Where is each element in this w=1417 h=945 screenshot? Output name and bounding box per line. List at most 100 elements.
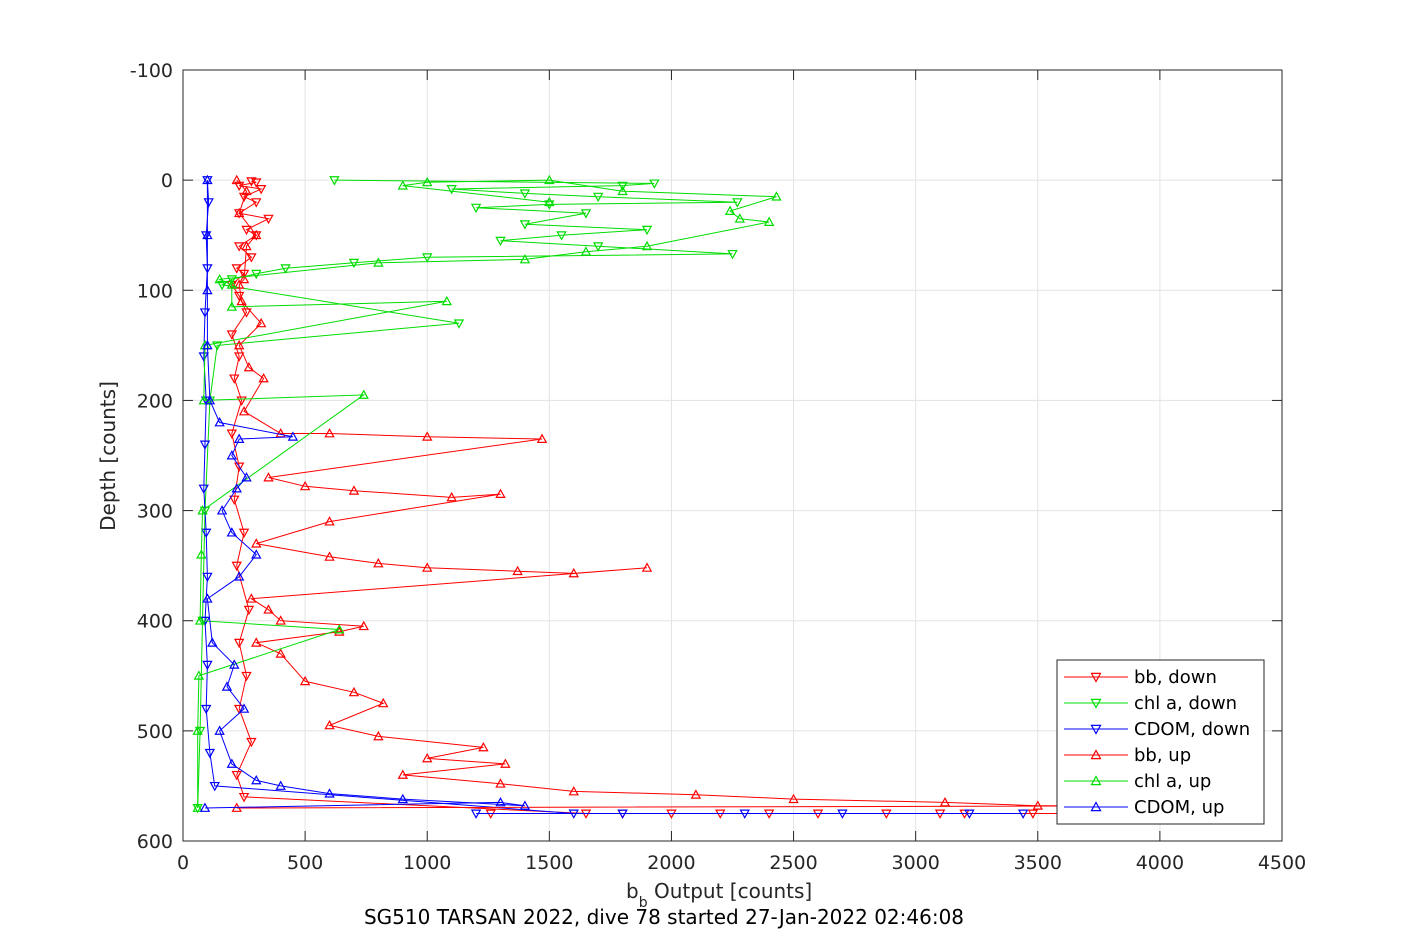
data-point xyxy=(214,273,225,284)
data-point xyxy=(519,220,531,230)
data-point xyxy=(358,389,369,399)
data-point xyxy=(258,372,269,383)
y-tick-label: 100 xyxy=(137,280,173,302)
legend-label: chl a, down xyxy=(1134,693,1237,714)
data-point xyxy=(231,770,242,781)
data-point xyxy=(568,786,579,796)
data-point xyxy=(226,450,238,460)
x-axis-label-main: b xyxy=(626,879,639,903)
data-point xyxy=(238,528,250,539)
data-point xyxy=(241,671,252,682)
series-line xyxy=(204,180,525,809)
data-point xyxy=(203,198,214,208)
legend-item: bb, up xyxy=(1064,745,1191,766)
data-point xyxy=(580,209,592,219)
data-point xyxy=(299,480,311,491)
data-point xyxy=(519,254,531,264)
data-point xyxy=(422,752,433,763)
data-point xyxy=(199,440,211,450)
data-point xyxy=(196,549,207,559)
data-point xyxy=(241,472,252,482)
legend-label: bb, down xyxy=(1134,667,1217,688)
data-point xyxy=(236,295,247,306)
data-point xyxy=(255,184,267,195)
series-line xyxy=(197,179,777,808)
data-point xyxy=(495,236,506,247)
data-point xyxy=(198,484,209,494)
data-point xyxy=(287,431,299,441)
legend: bb, down chl a, down CDOM, down bb, up chl a… xyxy=(1056,659,1265,825)
data-point xyxy=(771,191,782,201)
data-point xyxy=(200,528,212,539)
data-point xyxy=(324,788,335,798)
data-point xyxy=(512,565,523,576)
data-point xyxy=(207,637,218,647)
y-tick-label: 200 xyxy=(137,390,173,412)
data-point xyxy=(495,797,506,807)
data-point xyxy=(441,295,452,306)
data-point xyxy=(231,174,242,185)
y-tick-label: 400 xyxy=(137,611,173,633)
data-point xyxy=(334,626,345,636)
data-point xyxy=(233,638,245,649)
y-tick-label: 300 xyxy=(137,501,173,523)
data-point xyxy=(544,174,555,185)
data-point xyxy=(275,780,286,790)
data-point xyxy=(348,258,360,269)
data-point xyxy=(378,697,389,708)
plot-frame xyxy=(182,69,1283,842)
data-point xyxy=(324,428,335,438)
data-point xyxy=(500,758,511,768)
data-point xyxy=(199,802,211,812)
data-point xyxy=(226,275,238,285)
data-point xyxy=(251,269,262,280)
data-point xyxy=(243,361,255,372)
data-point xyxy=(204,394,216,405)
data-point xyxy=(221,681,233,691)
data-point xyxy=(226,279,238,289)
data-point xyxy=(233,207,245,218)
data-point xyxy=(495,488,506,499)
data-point xyxy=(617,809,628,819)
data-point xyxy=(536,433,548,443)
data-point xyxy=(641,562,653,572)
data-point xyxy=(204,748,216,759)
data-point xyxy=(241,308,252,318)
data-point xyxy=(580,246,592,256)
data-point xyxy=(470,809,482,819)
data-point xyxy=(422,176,433,187)
legend-item: CDOM, up xyxy=(1064,797,1224,818)
data-point xyxy=(229,659,240,669)
data-point xyxy=(229,374,240,384)
data-point xyxy=(238,406,250,416)
data-point xyxy=(251,229,262,240)
legend-item: chl a, up xyxy=(1064,771,1211,792)
data-point xyxy=(275,648,286,658)
data-point xyxy=(263,604,274,614)
data-point xyxy=(251,538,262,548)
data-point xyxy=(373,257,384,267)
data-point xyxy=(233,571,245,581)
data-point xyxy=(544,196,555,207)
data-point xyxy=(236,396,247,406)
legend-marker xyxy=(1090,775,1102,786)
x-axis-label: bb Output [counts] xyxy=(626,879,812,911)
data-point xyxy=(198,352,209,362)
data-point xyxy=(446,491,457,502)
data-point xyxy=(373,558,384,568)
data-point xyxy=(214,417,225,427)
data-point xyxy=(519,800,531,810)
series-5 xyxy=(199,174,531,812)
data-point xyxy=(202,572,213,583)
x-tick-label: 1500 xyxy=(525,852,573,874)
x-tick-label: 0 xyxy=(177,852,189,874)
data-point xyxy=(263,214,274,225)
data-point xyxy=(202,593,213,603)
legend-marker xyxy=(1090,749,1102,760)
y-axis-label: Depth [counts] xyxy=(96,381,120,531)
data-point xyxy=(1032,800,1043,810)
x-tick-label: 4500 xyxy=(1258,852,1306,874)
data-point xyxy=(202,229,213,240)
data-point xyxy=(275,615,286,625)
